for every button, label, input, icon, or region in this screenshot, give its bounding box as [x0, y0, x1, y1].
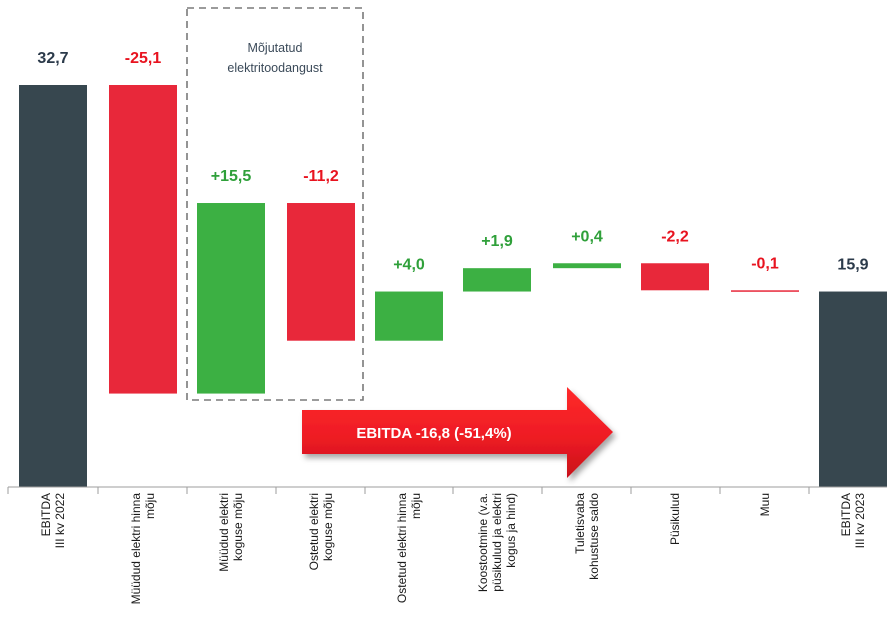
- ebitda-change-arrow: [302, 387, 613, 478]
- category-label-3-line-1: Müüdud elektri: [217, 493, 231, 572]
- category-label-7-line-1: Tuletisvaba: [573, 493, 587, 554]
- bar-8: [641, 263, 709, 291]
- value-label-7: +0,4: [571, 228, 603, 245]
- highlight-box: [186, 7, 364, 401]
- value-label-9: -0,1: [751, 255, 779, 272]
- value-label-1: 32,7: [37, 50, 68, 67]
- category-label-4-line-2: koguse mõju: [321, 493, 335, 561]
- bar-5: [375, 291, 443, 341]
- value-labels-group: 32,7 -25,1 +15,5 -11,2 +4,0 +1,9 +0,4 -2,2 -0,1 1…: [37, 50, 868, 274]
- value-label-2: -25,1: [125, 50, 162, 67]
- value-label-6: +1,9: [481, 233, 513, 250]
- category-label-6-line-1: Koostootmine (v.a.: [476, 493, 490, 592]
- highlight-box-label-line-2: elektritoodangust: [227, 61, 323, 75]
- bar-6: [463, 268, 531, 292]
- category-label-10-line-1: EBITDA: [839, 493, 853, 536]
- category-label-5-line-1: Ostetud elektri hinna: [395, 493, 409, 603]
- x-axis-group: EBITDA III kv 2022 Müüdud elektri hinna mõj…: [7, 486, 887, 605]
- category-label-10-line-2: III kv 2023: [853, 493, 867, 549]
- category-label-9-line-1: Muu: [758, 493, 772, 516]
- category-label-5-line-2: mõju: [409, 493, 423, 519]
- ebitda-change-arrow-group: EBITDA -16,8 (-51,4%): [302, 387, 613, 478]
- bar-10: [819, 291, 887, 487]
- value-label-3: +15,5: [211, 168, 252, 185]
- category-label-8-line-1: Püsikulud: [668, 493, 682, 545]
- bar-9: [731, 290, 799, 292]
- ebitda-change-arrow-label: EBITDA -16,8 (-51,4%): [356, 425, 511, 442]
- value-label-4: -11,2: [303, 168, 339, 185]
- category-label-2-line-2: mõju: [143, 493, 157, 519]
- category-label-6-line-2: püsikulud ja elektri: [490, 493, 504, 592]
- value-label-5: +4,0: [393, 257, 425, 274]
- bar-1: [19, 85, 87, 487]
- highlight-box-group: Mõjutatud elektritoodangust: [186, 7, 364, 401]
- category-label-1-line-1: EBITDA: [39, 493, 53, 536]
- value-label-10: 15,9: [837, 257, 868, 274]
- value-label-8: -2,2: [661, 228, 689, 245]
- bar-3: [197, 203, 265, 394]
- bar-4: [287, 203, 355, 341]
- bar-7: [553, 263, 621, 269]
- category-label-1-line-2: III kv 2022: [53, 493, 67, 549]
- category-label-6-line-3: kogus ja hind): [504, 493, 518, 568]
- highlight-box-label-line-1: Mõjutatud: [248, 41, 303, 55]
- bar-2: [109, 85, 177, 394]
- bars-group: [19, 85, 887, 487]
- category-label-2-line-1: Müüdud elektri hinna: [129, 493, 143, 605]
- category-label-4-line-1: Ostetud elektri: [307, 493, 321, 570]
- category-label-7-line-2: kohustuse saldo: [587, 493, 601, 580]
- category-label-3-line-2: koguse mõju: [231, 493, 245, 561]
